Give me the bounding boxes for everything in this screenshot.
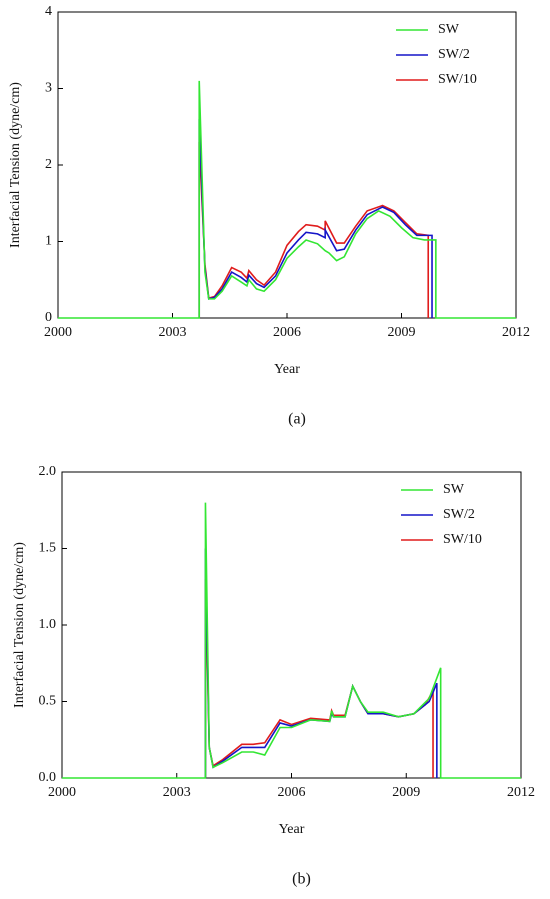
y-tick-label: 3 <box>45 81 52 96</box>
legend-label: SW/10 <box>443 532 482 547</box>
legend-label: SW <box>443 482 465 497</box>
x-axis-label: Year <box>274 362 300 377</box>
y-tick-label: 1 <box>45 234 52 249</box>
y-tick-label: 1.0 <box>39 617 57 632</box>
x-tick-label: 2006 <box>278 785 306 800</box>
x-tick-label: 2009 <box>392 785 420 800</box>
y-tick-label: 2 <box>45 157 52 172</box>
legend-label: SW <box>438 22 460 37</box>
data-line <box>62 502 521 779</box>
y-tick-label: 0 <box>45 310 52 325</box>
data-line <box>198 142 430 318</box>
caption: (a) <box>288 411 306 428</box>
x-tick-label: 2000 <box>44 325 72 340</box>
y-tick-label: 0.0 <box>39 770 57 785</box>
data-line <box>58 80 516 319</box>
x-tick-label: 2012 <box>507 785 535 800</box>
x-tick-label: 2009 <box>388 325 416 340</box>
y-tick-label: 2.0 <box>39 464 57 479</box>
x-tick-label: 2006 <box>273 325 301 340</box>
x-tick-label: 2003 <box>163 785 191 800</box>
data-line <box>198 119 433 318</box>
x-tick-label: 2003 <box>159 325 187 340</box>
data-line <box>204 548 438 778</box>
y-tick-label: 1.5 <box>39 541 57 556</box>
y-axis-label: Interfacial Tension (dyne/cm) <box>8 82 23 248</box>
x-tick-label: 2012 <box>502 325 530 340</box>
y-axis-label: Interfacial Tension (dyne/cm) <box>12 542 27 708</box>
legend-label: SW/2 <box>443 507 475 522</box>
x-axis-label: Year <box>279 822 305 837</box>
caption: (b) <box>292 871 311 888</box>
x-tick-label: 2000 <box>48 785 76 800</box>
legend-label: SW/10 <box>438 72 477 87</box>
y-tick-label: 0.5 <box>39 694 57 709</box>
y-tick-label: 4 <box>45 4 52 19</box>
legend-label: SW/2 <box>438 47 470 62</box>
